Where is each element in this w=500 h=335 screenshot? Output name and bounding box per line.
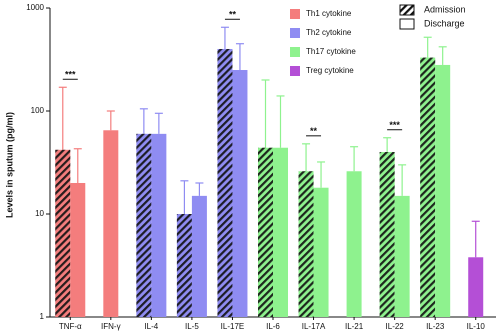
- bar: [151, 133, 167, 317]
- y-axis-label: Levels in sputum (pg/ml): [4, 112, 14, 218]
- bar-hatch: [55, 149, 71, 317]
- y-tick-label: 1: [40, 312, 45, 321]
- legend-label: Th17 cytokine: [306, 47, 356, 56]
- significance-label: **: [310, 126, 318, 136]
- x-tick-label: IL-21: [345, 322, 364, 331]
- bar: [468, 257, 484, 317]
- bar-hatch: [298, 171, 314, 317]
- bar-hatch: [176, 214, 192, 317]
- bar: [103, 130, 119, 317]
- bar-hatch: [420, 57, 436, 317]
- y-tick-label: 100: [31, 106, 45, 115]
- legend-swatch: [290, 66, 300, 76]
- bar: [191, 195, 207, 317]
- legend-label: Th1 cytokine: [306, 9, 352, 18]
- significance-label: **: [229, 10, 237, 20]
- x-tick-label: IFN-γ: [101, 322, 121, 331]
- legend-label: Admission: [424, 4, 466, 14]
- y-tick-label: 1000: [26, 3, 44, 12]
- x-tick-label: TNF-α: [59, 322, 82, 331]
- legend-label: Discharge: [424, 18, 465, 28]
- x-tick-label: IL-10: [467, 322, 486, 331]
- bar: [313, 187, 329, 317]
- bar: [70, 182, 86, 317]
- legend-swatch: [399, 4, 415, 16]
- legend-label: Th2 cytokine: [306, 28, 352, 37]
- bar: [435, 64, 451, 318]
- bar-hatch: [258, 147, 273, 317]
- bar: [232, 70, 248, 317]
- bar: [394, 195, 410, 317]
- x-tick-label: IL-17E: [221, 322, 245, 331]
- x-tick-label: IL-23: [426, 322, 445, 331]
- x-tick-label: IL-4: [144, 322, 158, 331]
- significance-label: ***: [65, 70, 76, 80]
- bar: [273, 147, 288, 317]
- bar-hatch: [136, 133, 152, 317]
- legend-swatch: [399, 18, 415, 30]
- y-tick-label: 10: [35, 209, 44, 218]
- legend-swatch: [290, 47, 300, 57]
- legend-label: Treg cytokine: [306, 66, 354, 75]
- bar-hatch: [217, 48, 233, 317]
- x-tick-label: IL-6: [266, 322, 280, 331]
- x-tick-label: IL-22: [386, 322, 405, 331]
- bar: [346, 171, 362, 317]
- x-tick-label: IL-17A: [302, 322, 326, 331]
- significance-label: ***: [389, 120, 400, 130]
- legend-swatch: [290, 9, 300, 19]
- bar-hatch: [379, 151, 395, 317]
- legend-swatch: [290, 28, 300, 38]
- x-tick-label: IL-5: [185, 322, 199, 331]
